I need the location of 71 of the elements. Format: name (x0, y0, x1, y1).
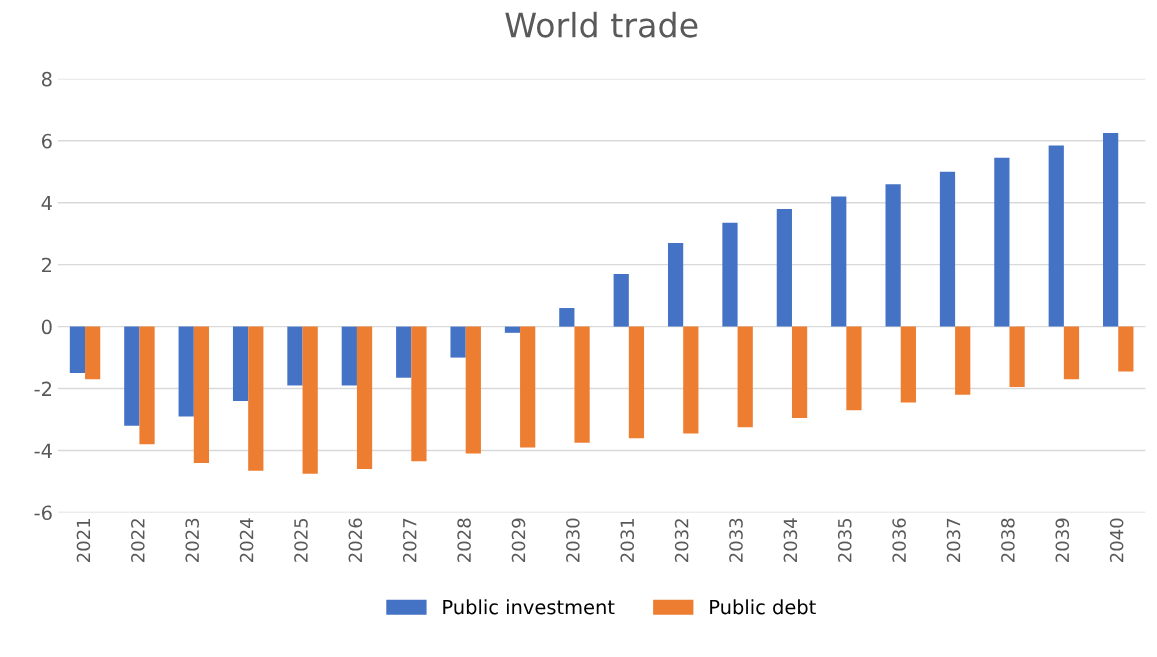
x-tick-label: 2023 (185, 518, 200, 562)
legend-label: Public investment (443, 599, 615, 615)
bar (1048, 145, 1064, 327)
bar (955, 326, 971, 395)
bar (139, 326, 155, 445)
bar (1063, 326, 1080, 380)
bar (722, 222, 738, 327)
bar (1118, 326, 1134, 372)
bar (559, 308, 575, 327)
bar (287, 326, 303, 386)
x-tick-label: 2034 (783, 518, 798, 562)
y-tick-label: 6 (41, 133, 52, 149)
bar (193, 326, 210, 463)
bar (791, 326, 808, 418)
x-tick-label: 2028 (457, 518, 471, 562)
x-tick-label: 2021 (76, 518, 91, 562)
x-tick-label: 2026 (348, 518, 363, 562)
bar (994, 157, 1010, 327)
bar (831, 196, 847, 327)
y-tick-label: 2 (42, 257, 52, 273)
bar (450, 326, 466, 358)
x-tick-label: 2035 (837, 518, 852, 562)
bar (85, 326, 101, 380)
bar (613, 273, 629, 327)
bar (900, 326, 916, 403)
bar (628, 326, 645, 439)
x-tick-label: 2030 (566, 518, 580, 562)
bar (341, 326, 357, 386)
x-tick-label: 2031 (620, 518, 635, 562)
x-tick-label: 2024 (239, 518, 254, 562)
y-tick-label: -4 (34, 443, 52, 458)
bar (124, 326, 140, 426)
bar (178, 326, 194, 417)
x-tick-label: 2036 (892, 518, 906, 562)
bar (411, 326, 427, 462)
bar (504, 326, 521, 333)
y-tick-label: 8 (41, 71, 52, 87)
bar (776, 208, 792, 327)
bar (465, 326, 481, 454)
bar (520, 326, 536, 448)
bar (667, 243, 684, 327)
bar (846, 326, 862, 411)
bar (574, 326, 590, 443)
bar (1009, 326, 1025, 388)
bar (396, 326, 412, 378)
bar (69, 326, 86, 374)
x-tick-label: 2038 (1001, 518, 1015, 562)
y-tick-label: -6 (34, 505, 52, 521)
x-tick-label: 2037 (946, 518, 961, 562)
y-tick-label: -2 (34, 381, 52, 396)
y-tick-label: 4 (41, 195, 52, 211)
x-tick-label: 2039 (1055, 518, 1070, 562)
x-tick-label: 2033 (729, 518, 743, 562)
bar (248, 326, 264, 471)
x-tick-label: 2022 (131, 519, 145, 562)
bar (356, 326, 373, 470)
bar (1103, 133, 1119, 327)
x-tick-label: 2025 (294, 518, 308, 562)
bar (885, 184, 901, 327)
x-tick-label: 2032 (674, 519, 689, 562)
x-tick-label: 2029 (511, 518, 526, 562)
bar (939, 171, 956, 327)
bar (232, 326, 249, 401)
x-tick-label: 2027 (402, 518, 417, 562)
y-tick-label: 0 (41, 319, 52, 335)
bar (737, 326, 753, 428)
chart-title: World trade (505, 11, 698, 38)
x-tick-label: 2040 (1109, 518, 1124, 562)
legend-label: Public debt (710, 599, 816, 615)
bar (683, 326, 699, 434)
bar (302, 326, 318, 474)
